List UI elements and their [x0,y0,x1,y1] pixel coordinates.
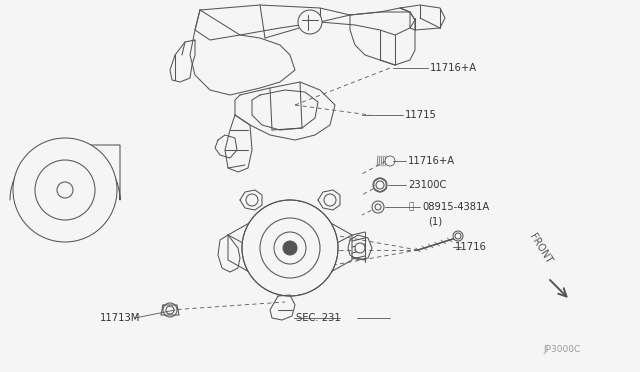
Circle shape [355,243,365,253]
Text: 11715: 11715 [405,110,437,120]
Circle shape [385,156,395,166]
Text: 11716: 11716 [455,242,487,252]
Text: Ⓥ: Ⓥ [408,202,413,212]
Text: SEC. 231: SEC. 231 [296,313,340,323]
Circle shape [163,303,177,317]
Circle shape [283,241,297,255]
Text: (1): (1) [428,217,442,227]
Circle shape [298,10,322,34]
Text: 11713M: 11713M [100,313,140,323]
Circle shape [324,194,336,206]
Text: 11716+A: 11716+A [408,156,455,166]
Text: 23100C: 23100C [408,180,446,190]
Circle shape [13,138,117,242]
Text: 08915-4381A: 08915-4381A [422,202,489,212]
Text: FRONT: FRONT [527,231,553,265]
Text: JP3000C: JP3000C [543,346,580,355]
Circle shape [246,194,258,206]
Circle shape [372,201,384,213]
Circle shape [373,178,387,192]
Circle shape [453,231,463,241]
Circle shape [242,200,338,296]
Text: 11716+A: 11716+A [430,63,477,73]
